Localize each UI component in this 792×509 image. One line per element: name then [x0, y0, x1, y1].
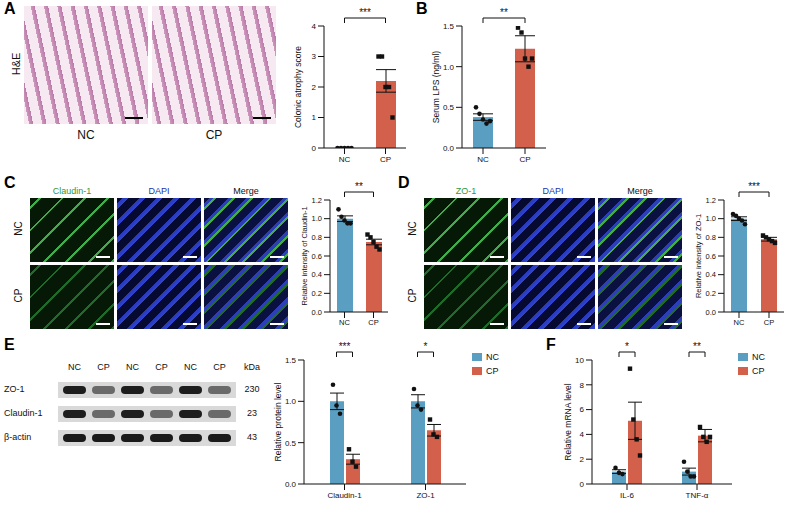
- html-text:NC: NC: [184, 362, 197, 372]
- html-text:NC: NC: [126, 362, 139, 372]
- svg-text:CP: CP: [368, 318, 378, 327]
- html-text:kDa: kDa: [244, 362, 260, 372]
- svg-text:Relative mRNA level: Relative mRNA level: [563, 383, 573, 461]
- html-text:NC: NC: [406, 221, 418, 236]
- svg-text:*: *: [424, 341, 428, 352]
- svg-text:1.5: 1.5: [285, 356, 297, 365]
- svg-text:1.0: 1.0: [312, 214, 322, 223]
- svg-text:0.6: 0.6: [706, 252, 716, 261]
- svg-text:Colonic atrophy score: Colonic atrophy score: [293, 46, 303, 128]
- svg-text:0.2: 0.2: [312, 289, 322, 298]
- svg-text:1.0: 1.0: [706, 214, 716, 223]
- html-text:B: B: [416, 0, 428, 17]
- html-text:D: D: [398, 174, 410, 191]
- html-text:NC: NC: [68, 362, 81, 372]
- html-text:Merge: Merge: [233, 186, 259, 196]
- html-text:CP: CP: [97, 362, 110, 372]
- svg-text:1.2: 1.2: [312, 196, 322, 205]
- html-text:43: 43: [247, 432, 257, 442]
- svg-text:IL-6: IL-6: [620, 491, 634, 500]
- svg-text:0.8: 0.8: [312, 233, 322, 242]
- html-text:H&E: H&E: [10, 52, 22, 76]
- html-text:Merge: Merge: [627, 186, 653, 196]
- svg-text:2: 2: [580, 455, 585, 464]
- svg-text:Serum LPS (ng/ml): Serum LPS (ng/ml): [431, 51, 441, 123]
- html-text:C: C: [4, 174, 16, 191]
- svg-text:***: ***: [359, 7, 371, 18]
- svg-text:0.2: 0.2: [706, 289, 716, 298]
- svg-text:NC: NC: [339, 155, 351, 164]
- svg-text:0.0: 0.0: [443, 144, 455, 153]
- svg-text:0.5: 0.5: [285, 439, 297, 448]
- svg-text:***: ***: [748, 181, 760, 192]
- svg-text:0.4: 0.4: [706, 270, 716, 279]
- html-text:CP: CP: [12, 288, 24, 303]
- svg-text:CP: CP: [519, 155, 530, 164]
- html-text:E: E: [4, 336, 15, 353]
- svg-text:0: 0: [312, 144, 317, 153]
- svg-text:TNF-α: TNF-α: [686, 491, 709, 500]
- svg-text:1.0: 1.0: [443, 63, 455, 72]
- svg-text:Relative protein level: Relative protein level: [273, 382, 283, 461]
- html-text:ZO-1: ZO-1: [455, 186, 477, 196]
- svg-text:Claudin-1: Claudin-1: [327, 491, 362, 500]
- html-text:CP: CP: [752, 366, 765, 376]
- svg-text:NC: NC: [339, 318, 350, 327]
- html-text:ZO-1: ZO-1: [4, 384, 25, 394]
- html-text:DAPI: DAPI: [542, 186, 564, 196]
- svg-text:1.0: 1.0: [285, 397, 297, 406]
- svg-text:CP: CP: [764, 318, 774, 327]
- html-text:F: F: [546, 336, 556, 353]
- svg-text:CP: CP: [380, 155, 391, 164]
- svg-text:**: **: [500, 7, 508, 18]
- svg-text:4: 4: [580, 430, 585, 439]
- html-text:DAPI: DAPI: [148, 186, 170, 196]
- html-text:NC: NC: [77, 128, 95, 142]
- svg-text:1: 1: [312, 113, 317, 122]
- svg-text:4: 4: [312, 22, 317, 31]
- html-text:CP: CP: [205, 128, 223, 142]
- svg-text:0.0: 0.0: [312, 308, 322, 317]
- svg-text:3: 3: [312, 52, 317, 61]
- svg-text:ZO-1: ZO-1: [416, 491, 435, 500]
- svg-text:NC: NC: [734, 318, 745, 327]
- html-text:230: 230: [244, 384, 260, 394]
- svg-text:**: **: [355, 181, 363, 192]
- html-text:A: A: [4, 0, 16, 17]
- svg-text:0.0: 0.0: [706, 308, 716, 317]
- svg-text:2: 2: [312, 83, 317, 92]
- html-text:CP: CP: [486, 366, 499, 376]
- html-text:NC: NC: [752, 352, 765, 362]
- svg-text:0.0: 0.0: [285, 480, 297, 489]
- svg-text:0: 0: [580, 480, 585, 489]
- html-text:β-actin: β-actin: [4, 432, 32, 442]
- html-text:NC: NC: [486, 352, 499, 362]
- html-text:Claudin-1: Claudin-1: [4, 408, 43, 418]
- svg-text:**: **: [693, 341, 701, 352]
- html-text:CP: CP: [213, 362, 226, 372]
- svg-text:6: 6: [580, 405, 585, 414]
- svg-text:0.4: 0.4: [312, 270, 322, 279]
- html-text:NC: NC: [12, 221, 24, 236]
- svg-text:1.2: 1.2: [706, 196, 716, 205]
- svg-text:8: 8: [580, 381, 585, 390]
- svg-text:***: ***: [339, 341, 351, 352]
- html-text:23: 23: [247, 408, 257, 418]
- svg-text:10: 10: [575, 356, 584, 365]
- svg-text:NC: NC: [477, 155, 489, 164]
- html-text:Claudin-1: Claudin-1: [52, 186, 92, 196]
- svg-text:*: *: [625, 341, 629, 352]
- svg-text:1.5: 1.5: [443, 22, 455, 31]
- svg-text:Relative intensity of ZO-1: Relative intensity of ZO-1: [694, 214, 703, 298]
- svg-text:0.8: 0.8: [706, 233, 716, 242]
- html-text:CP: CP: [406, 288, 418, 303]
- svg-text:0.5: 0.5: [443, 103, 455, 112]
- svg-text:Relative intensity of Claudin-: Relative intensity of Claudin-1: [300, 206, 309, 305]
- svg-text:0.6: 0.6: [312, 252, 322, 261]
- html-text:CP: CP: [155, 362, 168, 372]
